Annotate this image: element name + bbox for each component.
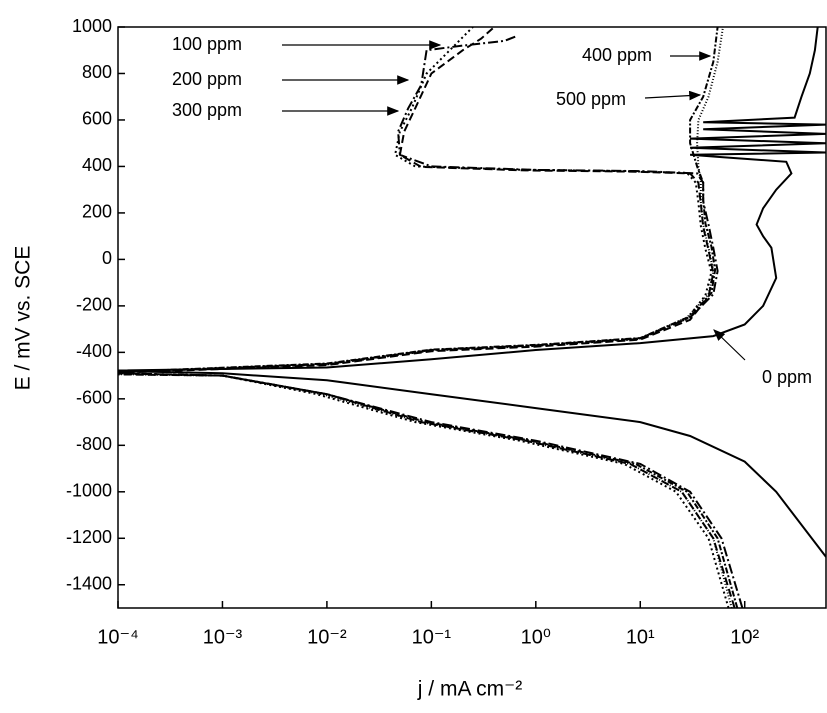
x-tick-label: 10⁻¹: [412, 626, 452, 648]
y-tick-label: -1200: [66, 527, 112, 547]
plot-area: [118, 27, 826, 608]
x-tick-label: 10²: [730, 626, 759, 648]
annotation-arrow: [644, 90, 702, 101]
x-axis-title: j / mA cm⁻²: [417, 678, 522, 701]
y-tick-label: -800: [76, 434, 112, 454]
y-tick-label: 0: [102, 248, 112, 268]
x-tick-label: 10¹: [626, 626, 655, 648]
curve: [118, 27, 736, 608]
x-tick-label: 10⁰: [521, 626, 551, 648]
y-tick-label: 800: [82, 62, 112, 82]
x-tick-label: 10⁻²: [307, 626, 347, 648]
series-label: 0 ppm: [762, 367, 812, 387]
y-axis-title: E / mV vs. SCE: [12, 246, 35, 391]
curve: [118, 27, 826, 558]
annotation-arrow: [713, 329, 746, 361]
curve: [118, 35, 744, 608]
y-tick-label: 200: [82, 202, 112, 222]
series-label: 400 ppm: [582, 45, 652, 65]
y-tick-label: 600: [82, 109, 112, 129]
y-tick-label: -600: [76, 388, 112, 408]
y-tick-label: -400: [76, 341, 112, 361]
y-tick-label: 400: [82, 155, 112, 175]
y-tick-label: -1000: [66, 481, 112, 501]
y-tick-label: -200: [76, 295, 112, 315]
y-tick-label: 1000: [72, 16, 112, 36]
series-label: 100 ppm: [172, 34, 242, 54]
series-label: 200 ppm: [172, 69, 242, 89]
x-tick-label: 10⁻⁴: [97, 626, 138, 648]
series-label: 500 ppm: [556, 89, 626, 109]
curve: [118, 27, 730, 608]
y-tick-label: -1400: [66, 574, 112, 594]
x-tick-label: 10⁻³: [203, 626, 243, 648]
series-label: 300 ppm: [172, 100, 242, 120]
